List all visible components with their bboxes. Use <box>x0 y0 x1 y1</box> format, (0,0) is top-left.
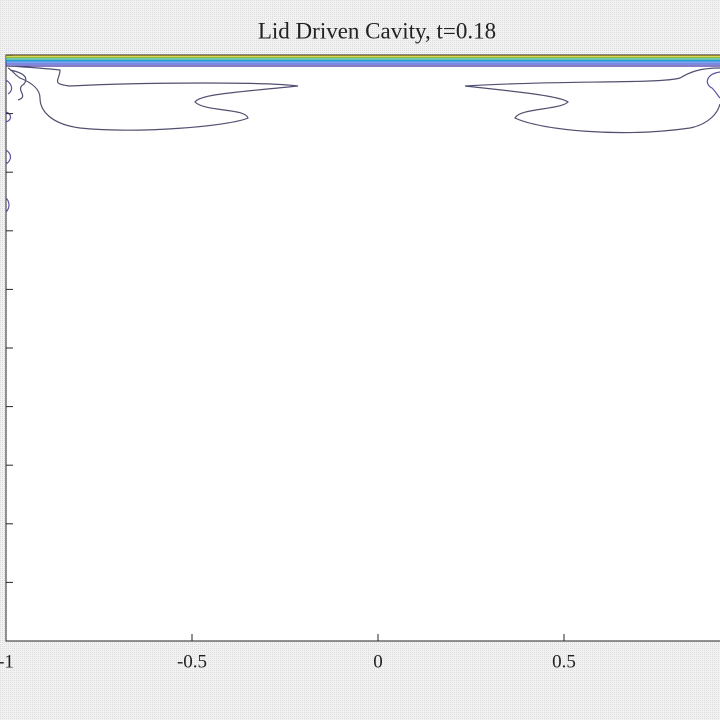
plot-area <box>5 54 720 642</box>
contour <box>464 67 720 134</box>
contour <box>5 79 13 95</box>
contour <box>7 65 299 131</box>
x-tick-label: -1 <box>0 651 14 672</box>
contour <box>5 149 12 165</box>
chart-title: Lid Driven Cavity, t=0.18 <box>258 18 496 43</box>
contour <box>9 69 27 101</box>
contour <box>706 71 720 99</box>
x-tick-label: 0.5 <box>552 651 576 672</box>
x-tick-label: 0 <box>373 651 383 672</box>
contour <box>5 111 12 123</box>
contour <box>5 197 10 213</box>
x-tick-label: -0.5 <box>177 651 207 672</box>
contour-lines <box>5 55 720 213</box>
